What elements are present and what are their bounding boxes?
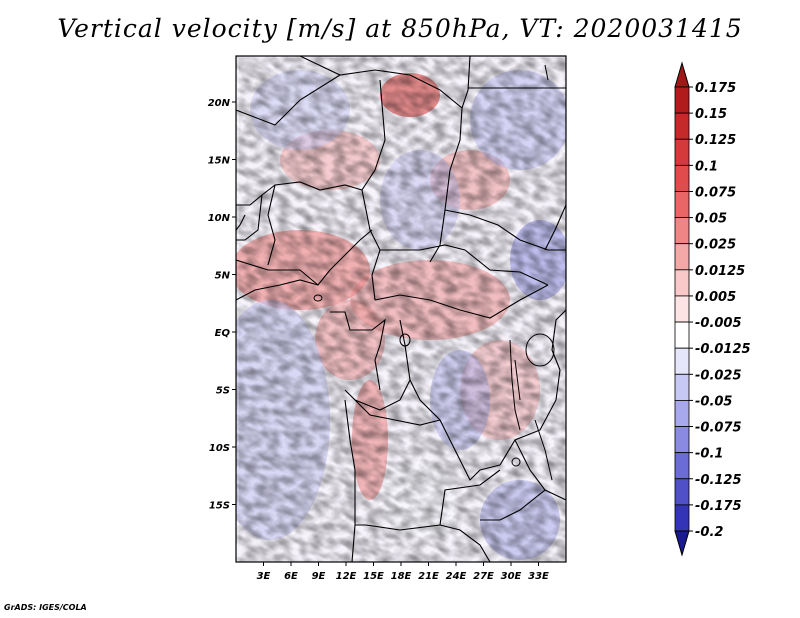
lon-tick-label: 12E [336, 571, 357, 582]
colorbar-label: -0.125 [695, 473, 742, 488]
colorbar-label: 0.075 [695, 185, 736, 200]
colorbar-segment [674, 217, 690, 245]
lat-tick-label: 10S [209, 443, 230, 454]
lat-tick-label: 15S [209, 501, 230, 512]
lon-tick-label: 27E [473, 571, 494, 582]
colorbar-segment [674, 400, 690, 427]
velocity-field [236, 56, 566, 562]
colorbar-label: 0.15 [695, 107, 727, 122]
lat-tick-label: 5S [216, 386, 230, 397]
lat-tick-label: 10N [208, 213, 231, 224]
lat-tick-label: EQ [215, 328, 231, 339]
colorbar-top-arrow [674, 61, 690, 88]
lat-tick-label: 20N [208, 98, 231, 109]
lon-tick-label: 9E [312, 571, 326, 582]
colorbar-label: 0.1 [695, 159, 718, 174]
colorbar-segment [674, 347, 690, 375]
colorbar-segment [674, 191, 690, 218]
map-title: Vertical velocity [m/s] at 850hPa, VT: 2… [57, 14, 743, 43]
colorbar-segment [674, 504, 690, 532]
colorbar-label: -0.075 [695, 421, 742, 436]
colorbar-label: 0.125 [695, 133, 736, 148]
longitude-axis: 3E 6E 9E 12E 15E 18E 21E 24E 27E 30E 33E [257, 562, 549, 582]
lon-tick-label: 3E [257, 571, 271, 582]
colorbar-segment [674, 478, 690, 506]
lon-tick-label: 18E [391, 571, 412, 582]
colorbar-label: -0.0125 [695, 342, 751, 357]
latitude-axis: 20N 15N 10N 5N EQ 5S 10S 15S [208, 98, 236, 512]
colorbar-label: 0.0125 [695, 264, 745, 279]
country-borders [236, 56, 566, 562]
colorbar-label: -0.1 [695, 447, 723, 462]
colorbar-segment [674, 243, 690, 271]
colorbar-segment [674, 452, 690, 480]
colorbar-segment [674, 426, 690, 454]
colorbar-label: 0.05 [695, 212, 727, 227]
colorbar-label: -0.005 [695, 316, 742, 331]
colorbar-segment [674, 373, 690, 401]
lon-tick-label: 6E [284, 571, 298, 582]
colorbar-bottom-arrow [674, 530, 690, 557]
colorbar-label: -0.025 [695, 368, 742, 383]
colorbar-label: 0.175 [695, 81, 736, 96]
colorbar: 0.175 0.15 0.125 0.1 0.075 0.05 0.025 0.0125 0.0… [674, 61, 751, 557]
lon-tick-label: 24E [446, 571, 467, 582]
lakes [313, 64, 555, 481]
colorbar-label: -0.175 [695, 499, 742, 514]
colorbar-segment [674, 269, 690, 297]
colorbar-segment [674, 86, 690, 114]
colorbar-segment [674, 112, 690, 140]
lon-tick-label: 33E [528, 571, 549, 582]
grads-credit: GrADS: IGES/COLA [4, 603, 87, 612]
lon-tick-label: 15E [363, 571, 384, 582]
colorbar-label: 0.025 [695, 238, 736, 253]
colorbar-segment [674, 138, 690, 166]
colorbar-segment [674, 164, 690, 192]
lat-tick-label: 15N [208, 156, 231, 167]
colorbar-segment [674, 295, 690, 323]
lon-tick-label: 21E [418, 571, 439, 582]
lon-tick-label: 30E [501, 571, 522, 582]
colorbar-label: -0.05 [695, 394, 732, 409]
colorbar-label: -0.2 [695, 525, 723, 540]
colorbar-segment [674, 321, 690, 349]
colorbar-label: 0.005 [695, 290, 736, 305]
lat-tick-label: 5N [215, 271, 231, 282]
